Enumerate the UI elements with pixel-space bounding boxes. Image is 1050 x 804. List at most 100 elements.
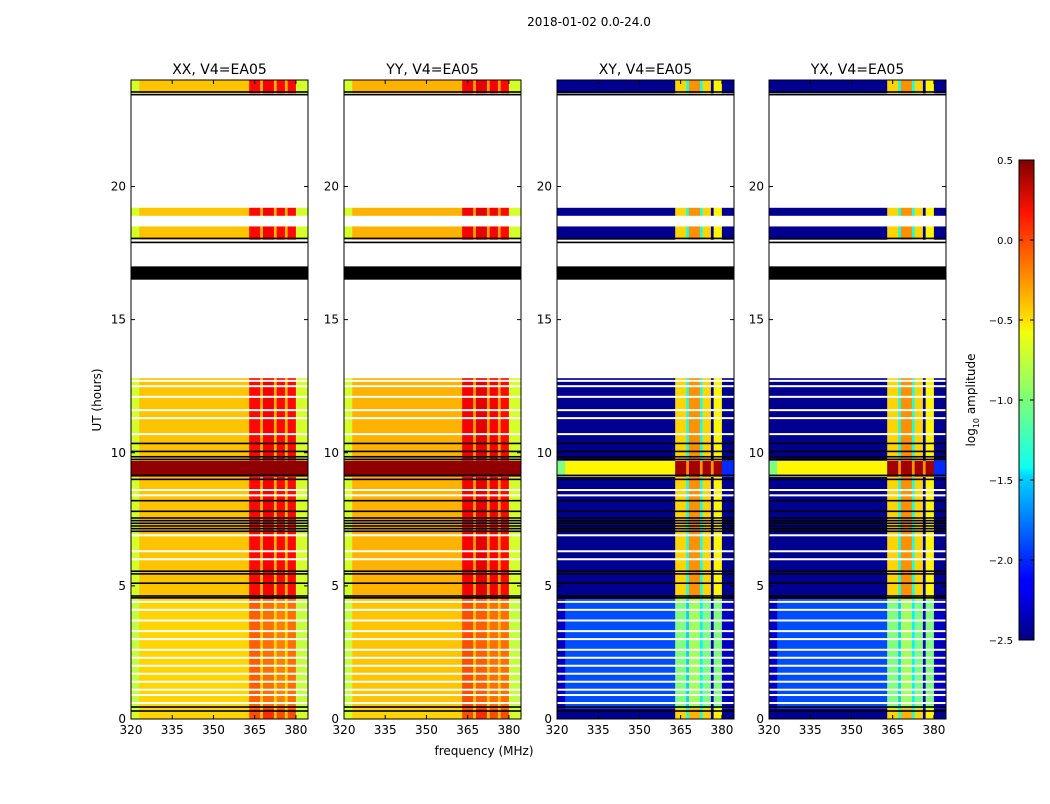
spectrum-cell (287, 599, 297, 709)
flag-line (557, 478, 734, 481)
gap-line (131, 630, 308, 633)
x-tick-label: 380 (284, 723, 307, 737)
spectrum-cell (699, 476, 703, 600)
gap-line (131, 672, 308, 675)
spectrum-cell (475, 207, 488, 216)
flag-line (769, 706, 946, 708)
gap-line (769, 672, 946, 675)
spectrum-cell (131, 476, 140, 600)
spectrum-cell (489, 378, 499, 461)
spectrum-cell (713, 378, 723, 461)
flag-line (557, 527, 734, 530)
spectrum-cell (344, 460, 353, 477)
spectrum-cell (713, 599, 723, 709)
gap-line (769, 608, 946, 611)
colorbar-tick-label: −2.0 (989, 556, 1013, 567)
spectrum-cell (276, 460, 286, 477)
figure-suptitle: 2018-01-02 0.0-24.0 (527, 15, 651, 29)
spectrum-cell (273, 226, 277, 240)
spectrum-cell (131, 460, 140, 477)
spectrum-cell (702, 378, 712, 461)
spectrum-cell (565, 207, 676, 216)
flag-line (769, 525, 946, 527)
gap-line (344, 489, 521, 492)
gap-line (557, 656, 734, 659)
spectrum-cell (721, 80, 735, 94)
panel-title: YX, V4=EA05 (810, 62, 905, 78)
spectrum-cell (702, 226, 712, 240)
spectrum-cell (131, 207, 140, 216)
spectrum-cell (131, 708, 140, 719)
x-tick-label: 320 (546, 723, 569, 737)
y-tick-label: 20 (324, 180, 339, 194)
x-tick-label: 380 (922, 723, 945, 737)
spectrum-cell (462, 708, 474, 719)
spectrum-cell (565, 476, 676, 600)
spectrum-cell (249, 599, 261, 709)
flag-line (557, 710, 734, 712)
y-tick-label: 20 (749, 180, 764, 194)
flag-line (344, 510, 521, 513)
flag-line (344, 582, 521, 585)
spectrum-cell (702, 460, 712, 477)
gap-line (769, 385, 946, 388)
spectrum-cell (933, 378, 947, 461)
spectrum-cell (344, 226, 353, 240)
spectrum-cell (675, 476, 687, 600)
spectrum-cell (473, 207, 477, 216)
flag-line (769, 458, 946, 461)
spectrum-cell (475, 80, 488, 94)
gap-line (769, 550, 946, 553)
spectrum-cell (249, 460, 261, 477)
flag-line (344, 597, 521, 599)
spectrum-cell (497, 460, 501, 477)
spectrum-cell (922, 708, 926, 719)
x-tick-label: 365 (456, 723, 479, 737)
spectrum-cell (260, 226, 264, 240)
flag-line (344, 478, 521, 481)
spectrum-cell (352, 708, 463, 719)
x-tick-label: 350 (415, 723, 438, 737)
spectrum-cell (688, 378, 701, 461)
spectrum-cell (352, 226, 463, 240)
flag-line (344, 474, 521, 477)
spectrum-cell (287, 708, 297, 719)
gap-line (557, 534, 734, 537)
spectrum-cell (922, 378, 926, 461)
y-tick-label: 0 (756, 712, 764, 726)
flag-line (769, 570, 946, 573)
spectrum-cell (898, 476, 902, 600)
spectrum-cell (565, 460, 676, 477)
gap-line (344, 385, 521, 388)
spectrum-cell (769, 226, 778, 240)
flag-line (131, 522, 308, 525)
spectrum-cell (887, 460, 899, 477)
spectrum-cell (898, 80, 902, 94)
spectrum-cell (276, 708, 286, 719)
spectrum-cell (675, 378, 687, 461)
flag-line (131, 455, 308, 458)
spectrum-cell (497, 378, 501, 461)
flag-line (131, 527, 308, 530)
spectrum-cell (497, 80, 501, 94)
y-tick-label: 20 (111, 180, 126, 194)
flag-line (769, 93, 946, 96)
gap-line (557, 688, 734, 691)
gap-line (557, 558, 734, 561)
gap-line (344, 619, 521, 622)
spectrum-cell (914, 708, 924, 719)
spectrum-cell (249, 207, 261, 216)
spectrum-cell (486, 460, 490, 477)
spectrum-cell (486, 476, 490, 600)
spectrum-cell (295, 476, 309, 600)
spectrum-cell (500, 207, 510, 216)
y-tick-label: 0 (544, 712, 552, 726)
spectrum-cell (713, 708, 723, 719)
gap-line (769, 664, 946, 667)
gap-line (557, 379, 734, 382)
spectrum-cell (473, 460, 477, 477)
gap-line (769, 433, 946, 436)
flag-line (557, 573, 734, 575)
spectrum-cell (489, 80, 499, 94)
spectrum-cell (295, 460, 309, 477)
